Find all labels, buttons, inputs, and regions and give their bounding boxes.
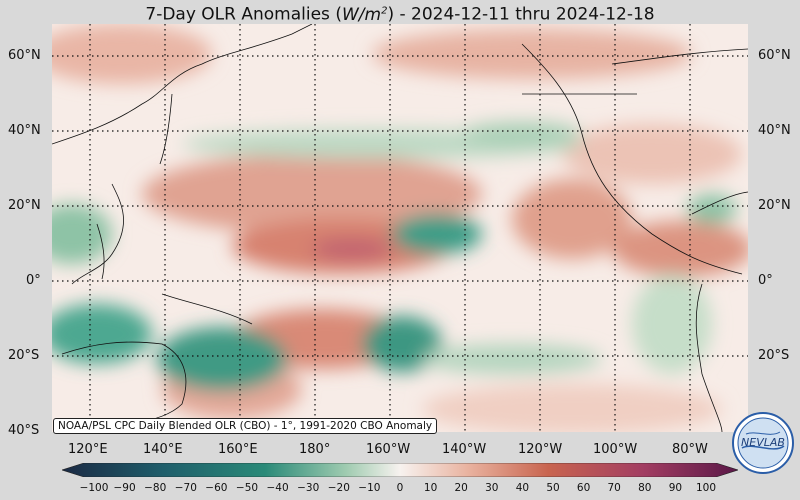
lon-label: 80°W <box>672 442 708 457</box>
colorbar-tick-label: 80 <box>638 482 652 494</box>
nevlab-logo: NEVLAB <box>732 412 794 474</box>
lon-label: 140°E <box>143 442 183 457</box>
lat-label-left: 40°S <box>8 423 40 438</box>
colorbar-tick-label: 0 <box>396 482 404 494</box>
lat-label-left: 0° <box>26 273 41 288</box>
lat-label-left: 60°N <box>8 48 41 63</box>
colorbar-tick-label: 10 <box>423 482 438 494</box>
lon-label: 120°E <box>68 442 108 457</box>
colorbar-tick-label: −50 <box>235 482 259 494</box>
lat-label-right: 20°N <box>758 198 791 213</box>
lat-label-right: 60°N <box>758 48 791 63</box>
logo-text: NEVLAB <box>741 436 785 449</box>
colorbar-tick-label: −20 <box>327 482 350 494</box>
lat-label-right: 40°N <box>758 123 791 138</box>
colorbar-tick-label: −80 <box>144 482 167 494</box>
lat-label-right: 0° <box>758 273 773 288</box>
anomaly-map <box>52 24 748 432</box>
anomaly-field <box>52 24 748 432</box>
lat-label-left: 40°N <box>8 123 41 138</box>
colorbar-tick-label: −30 <box>297 482 320 494</box>
colorbar-tick-label: −100 <box>79 482 109 494</box>
graticule <box>52 24 748 432</box>
lon-label: 120°W <box>518 442 563 457</box>
lon-label: 160°E <box>218 442 258 457</box>
colorbar-tick-label: 20 <box>454 482 468 494</box>
map-canvas <box>52 24 748 432</box>
colorbar-tick-label: −70 <box>174 482 197 494</box>
data-credit: NOAA/PSL CPC Daily Blended OLR (CBO) - 1… <box>53 418 438 434</box>
map-title: 7-Day OLR Anomalies (W/m2) - 2024-12-11 … <box>145 4 655 25</box>
lat-label-left: 20°N <box>8 198 41 213</box>
lon-label: 180° <box>299 442 331 457</box>
colorbar-tick-label: 100 <box>695 482 717 494</box>
colorbar-tick-label: 50 <box>546 482 560 494</box>
colorbar <box>62 463 738 477</box>
lon-label: 140°W <box>442 442 487 457</box>
colorbar-tick-label: −40 <box>266 482 289 494</box>
lat-label-left: 20°S <box>8 348 40 363</box>
coastlines <box>52 24 748 432</box>
colorbar-tick-label: 40 <box>515 482 530 494</box>
lat-label-right: 20°S <box>758 348 790 363</box>
lon-label: 160°W <box>366 442 411 457</box>
colorbar-tick-label: −60 <box>205 482 228 494</box>
colorbar-tick-label: −90 <box>113 482 136 494</box>
colorbar-tick-label: 30 <box>485 482 499 494</box>
colorbar-tick-label: 90 <box>668 482 683 494</box>
colorbar-tick-label: 60 <box>576 482 591 494</box>
colorbar-tick-label: −10 <box>358 482 381 494</box>
lon-label: 100°W <box>593 442 638 457</box>
colorbar-tick-label: 70 <box>607 482 621 494</box>
